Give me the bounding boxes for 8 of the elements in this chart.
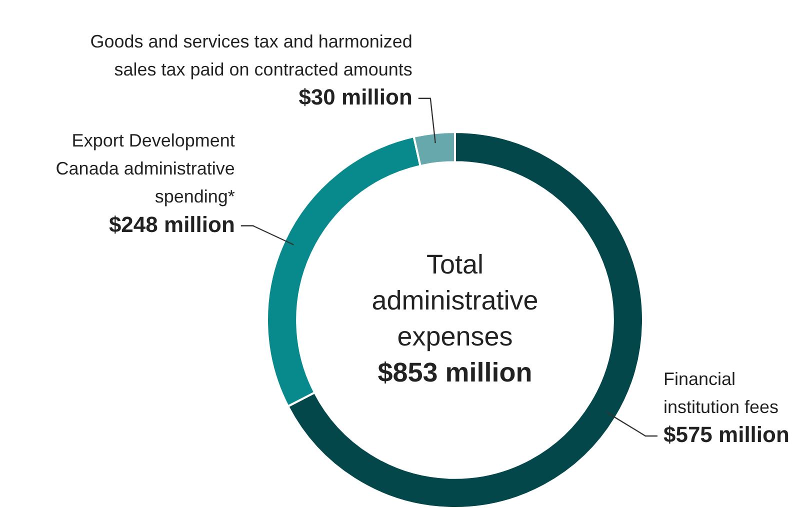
data-label: $575 million [663, 422, 790, 448]
slice-label: Financial institution fees [663, 368, 779, 417]
text: Total administrative expenses [372, 249, 538, 352]
data-label: $248 million [108, 212, 235, 237]
slice-label: Goods and services tax and harmonized sales tax paid on contracted amounts [90, 31, 412, 80]
data-label: $30 million [298, 84, 412, 110]
text: $853 million [378, 357, 532, 388]
slice-label: Export Development Canada administrative spending* [56, 130, 235, 207]
